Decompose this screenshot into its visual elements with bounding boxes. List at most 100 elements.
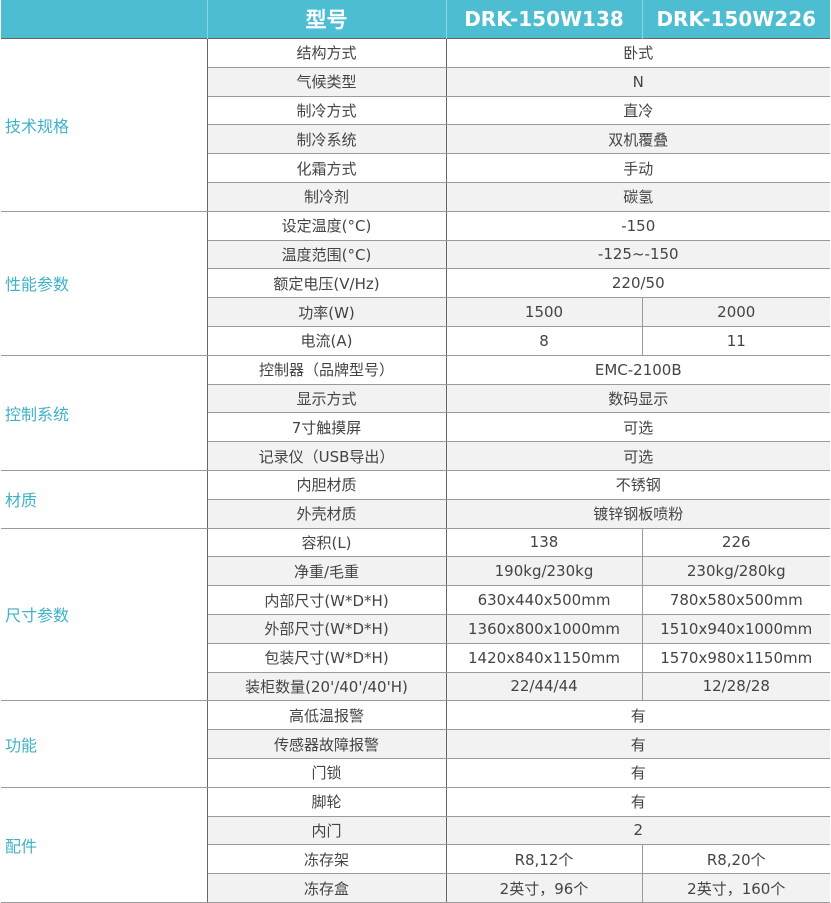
header-row: 型号 DRK-150W138 DRK-150W226 (1, 0, 830, 39)
header-model-label: 型号 (207, 0, 447, 39)
table-row: 温度范围(°C) -125~-150 (1, 239, 830, 270)
spec-label: 传感器故障报警 (207, 729, 447, 759)
spec-group: 技术规格 结构方式 卧式 气候类型 N 制冷方式 直冷 制冷系统 双机覆叠 化霜方式 手动 制冷剂 碳氢 (1, 38, 830, 212)
category-cell: 技术规格 (1, 38, 208, 212)
table-row: 外部尺寸(W*D*H) 1360x800x1000mm 1510x940x1000m… (1, 613, 830, 644)
spec-group: 尺寸参数 容积(L) 138 226 净重/毛重 190kg/230kg 230kg/280… (1, 527, 830, 702)
spec-value-model-1: 630x440x500mm (446, 585, 643, 615)
table-row: 显示方式 数码显示 (1, 383, 830, 414)
spec-value-model-2: 1510x940x1000mm (642, 613, 830, 644)
spec-label: 净重/毛重 (207, 556, 447, 587)
spec-value-shared: 镀锌钢板喷粉 (446, 498, 830, 529)
spec-value-model-1: 1360x800x1000mm (446, 613, 643, 644)
spec-value-shared: -150 (446, 210, 830, 241)
spec-value-shared: 可选 (446, 412, 830, 443)
spec-label: 内部尺寸(W*D*H) (207, 585, 447, 615)
spec-value-model-1: 22/44/44 (446, 671, 643, 702)
spec-value-shared: 220/50 (446, 268, 830, 299)
spec-value-model-1: 8 (446, 325, 643, 356)
spec-value-shared: 不锈钢 (446, 469, 830, 500)
table-row: 电流(A) 8 11 (1, 325, 830, 356)
table-row: 门锁有 (1, 757, 830, 788)
table-row: 尺寸参数 容积(L) 138 226 (1, 527, 830, 702)
table-row: 控制系统 控制器（品牌型号） EMC-2100B (1, 354, 830, 471)
spec-value-shared: 有 (446, 757, 830, 788)
spec-value-shared: 碳氢 (446, 181, 830, 212)
spec-value-shared: 有 (446, 729, 830, 759)
spec-value-model-2: 226 (642, 527, 830, 558)
spec-label: 结构方式 (207, 38, 447, 68)
spec-label: 内门 (207, 815, 447, 846)
spec-value-model-1: 1500 (446, 297, 643, 327)
spec-label: 容积(L) (207, 527, 447, 558)
spec-group: 材质 内胆材质 不锈钢 外壳材质 镀锌钢板喷粉 (1, 469, 830, 529)
spec-label: 设定温度(°C) (207, 210, 447, 241)
spec-label: 7寸触摸屏 (207, 412, 447, 443)
table-row: 制冷剂 碳氢 (1, 181, 830, 212)
spec-value-model-2: 12/28/28 (642, 671, 830, 702)
table-row: 内部尺寸(W*D*H) 630x440x500mm 780x580x500mm (1, 585, 830, 615)
spec-label: 化霜方式 (207, 153, 447, 183)
spec-label: 额定电压(V/Hz) (207, 268, 447, 299)
category-cell: 控制系统 (1, 354, 208, 471)
spec-group: 性能参数 设定温度(°C) -150 温度范围(°C) -125~-150 额定电压(V/… (1, 210, 830, 356)
table-row: 化霜方式 手动 (1, 153, 830, 183)
spec-label: 外部尺寸(W*D*H) (207, 613, 447, 644)
table-row: 气候类型 N (1, 66, 830, 97)
spec-label: 气候类型 (207, 66, 447, 97)
category-cell: 性能参数 (1, 210, 208, 356)
spec-label: 装柜数量(20'/40'/40'H) (207, 671, 447, 702)
spec-value-model-1: R8,12个 (446, 844, 643, 875)
spec-label: 高低温报警 (207, 700, 447, 731)
table-row: 净重/毛重 190kg/230kg 230kg/280kg (1, 556, 830, 587)
spec-group: 控制系统 控制器（品牌型号） EMC-2100B 显示方式 数码显示 7寸触摸屏 可选 记录仪… (1, 354, 830, 471)
table-row: 记录仪（USB导出） 可选 (1, 441, 830, 471)
spec-value-model-2: 230kg/280kg (642, 556, 830, 587)
table-row: 包装尺寸(W*D*H) 1420x840x1150mm 1570x980x1150m… (1, 642, 830, 673)
spec-value-shared: 可选 (446, 441, 830, 471)
table-row: 技术规格 结构方式 卧式 (1, 38, 830, 212)
spec-label: 显示方式 (207, 383, 447, 414)
spec-label: 温度范围(°C) (207, 239, 447, 270)
spec-value-model-2: 780x580x500mm (642, 585, 830, 615)
spec-value-shared: 卧式 (446, 38, 830, 68)
table-row: 功能 高低温报警有 (1, 700, 830, 788)
spec-label: 冻存架 (207, 844, 447, 875)
spec-label: 门锁 (207, 757, 447, 788)
spec-label: 记录仪（USB导出） (207, 441, 447, 471)
spec-label: 制冷方式 (207, 95, 447, 126)
table-row: 7寸触摸屏 可选 (1, 412, 830, 443)
table-row: 外壳材质 镀锌钢板喷粉 (1, 498, 830, 529)
category-cell: 材质 (1, 469, 208, 529)
table-row: 装柜数量(20'/40'/40'H) 22/44/44 12/28/28 (1, 671, 830, 702)
spec-value-shared: 双机覆叠 (446, 124, 830, 155)
spec-group: 功能 高低温报警有传感器故障报警有门锁有 (1, 700, 830, 788)
spec-value-model-1: 190kg/230kg (446, 556, 643, 587)
spec-value-model-2: 2000 (642, 297, 830, 327)
table-row: 冻存架 R8,12个 R8,20个 (1, 844, 830, 875)
spec-value-model-2: 1570x980x1150mm (642, 642, 830, 673)
table-row: 材质 内胆材质 不锈钢 (1, 469, 830, 529)
spec-label: 制冷剂 (207, 181, 447, 212)
spec-value-shared: EMC-2100B (446, 354, 830, 385)
header-model-1: DRK-150W138 (446, 0, 643, 39)
table-row: 功率(W) 1500 2000 (1, 297, 830, 327)
header-category (1, 0, 208, 39)
spec-value-model-1: 1420x840x1150mm (446, 642, 643, 673)
category-cell: 功能 (1, 700, 208, 788)
spec-value-shared: 数码显示 (446, 383, 830, 414)
spec-group: 配件 脚轮有内门 2 冻存架 R8,12个 R8,20个 冻存盒 2英寸，96个 2英寸，160… (1, 786, 830, 903)
spec-value-model-1: 138 (446, 527, 643, 558)
spec-value-shared: N (446, 66, 830, 97)
spec-value-shared: 直冷 (446, 95, 830, 126)
spec-value-shared: 2 (446, 815, 830, 846)
spec-label: 内胆材质 (207, 469, 447, 500)
spec-label: 控制器（品牌型号） (207, 354, 447, 385)
spec-label: 外壳材质 (207, 498, 447, 529)
spec-value-shared: 有 (446, 700, 830, 731)
spec-value-model-2: R8,20个 (642, 844, 830, 875)
header-model-2: DRK-150W226 (642, 0, 830, 39)
spec-label: 包装尺寸(W*D*H) (207, 642, 447, 673)
spec-label: 功率(W) (207, 297, 447, 327)
